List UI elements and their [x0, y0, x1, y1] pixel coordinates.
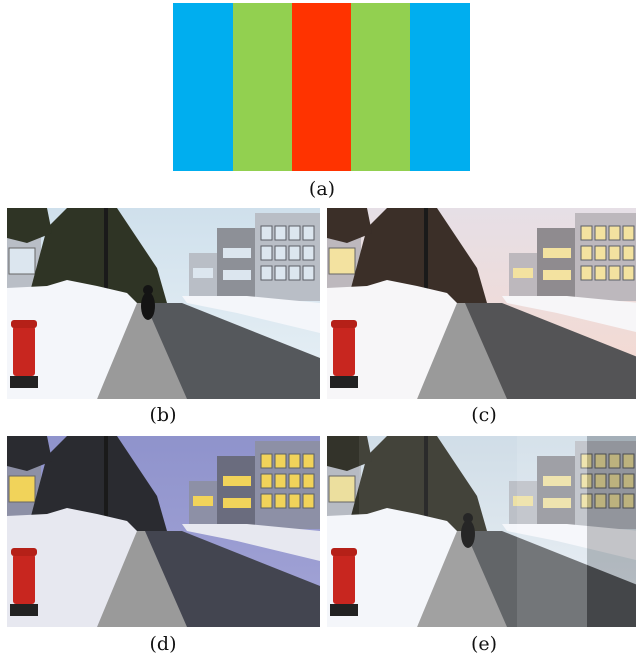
snow-left [7, 508, 137, 627]
road [137, 303, 320, 399]
fire-hydrant [333, 326, 355, 376]
sidewalk [417, 303, 507, 399]
snow-left [327, 508, 457, 627]
pedestrian [461, 520, 475, 548]
caption-c: (c) [471, 404, 497, 426]
caption-a: (a) [308, 178, 336, 200]
road [137, 531, 320, 627]
sidewalk [97, 531, 187, 627]
panel-c [327, 208, 636, 399]
band-4 [351, 3, 410, 171]
band-3 [292, 3, 351, 171]
lamp-post [424, 208, 428, 298]
figure-a-strip [173, 0, 470, 175]
fire-hydrant [13, 326, 35, 376]
trees [347, 208, 487, 303]
right-building-mid [217, 228, 257, 300]
road [457, 303, 636, 399]
lamp-post [424, 436, 428, 526]
snow-right [502, 296, 636, 333]
caption-e: (e) [470, 633, 498, 655]
fire-hydrant [333, 554, 355, 604]
pedestrian [141, 292, 155, 320]
right-building-mid [537, 228, 577, 300]
sidewalk [97, 303, 187, 399]
panel-d [7, 436, 320, 627]
trees [347, 436, 487, 531]
road [457, 531, 636, 627]
band-1 [173, 3, 233, 171]
lamp-post [104, 208, 108, 298]
right-building-mid [537, 456, 577, 528]
band-2 [233, 3, 292, 171]
right-building-mid [217, 456, 257, 528]
trees [27, 436, 167, 531]
panel-b [7, 208, 320, 399]
snow-right [502, 524, 636, 561]
sidewalk [417, 531, 507, 627]
snow-left [327, 280, 457, 399]
trees [27, 208, 167, 303]
snow-right [182, 296, 320, 333]
fire-hydrant [13, 554, 35, 604]
snow-left [7, 280, 137, 399]
lamp-post [104, 436, 108, 526]
snow-right [182, 524, 320, 561]
caption-d: (d) [149, 633, 177, 655]
band-5 [410, 3, 470, 171]
caption-b: (b) [149, 404, 177, 426]
panel-e [327, 436, 636, 627]
